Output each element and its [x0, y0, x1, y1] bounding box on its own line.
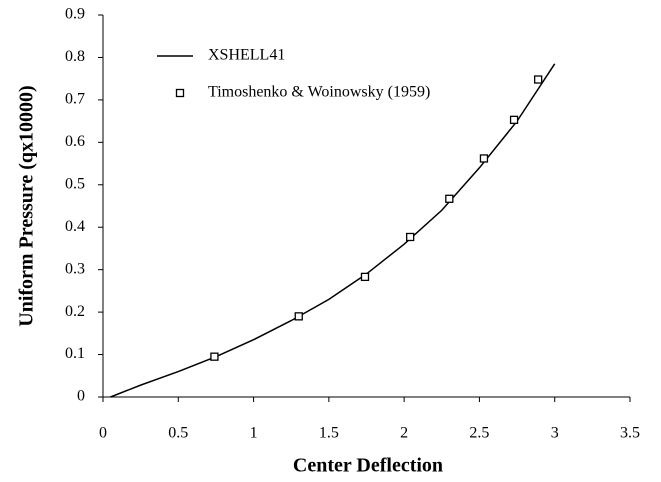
y-tick-label: 0.8	[65, 48, 85, 65]
marker	[445, 194, 454, 203]
marker	[509, 115, 519, 124]
x-tick-label: 0	[99, 425, 107, 442]
legend-label: XSHELL41	[208, 47, 285, 64]
x-tick-label: 2	[400, 425, 408, 442]
y-tick-label: 0.9	[65, 6, 85, 23]
x-tick-label: 2.5	[469, 425, 489, 442]
y-tick-label: 0	[77, 388, 85, 405]
legend-label: Timoshenko & Woinowsky (1959)	[208, 84, 430, 101]
x-axis-title: Center Deflection	[293, 455, 443, 477]
y-tick-label: 0.4	[65, 218, 85, 235]
marker	[479, 154, 489, 163]
y-axis-title: Uniform Pressure (qx10000)	[16, 85, 38, 326]
x-tick-label: 0.5	[168, 425, 188, 442]
marker	[406, 232, 415, 242]
y-tick-label: 0.5	[65, 175, 85, 192]
x-tick-label: 3	[551, 425, 559, 442]
y-tick-label: 0.2	[65, 303, 85, 320]
x-tick-label: 1	[250, 425, 258, 442]
marker	[534, 75, 543, 84]
y-tick-label: 0.7	[65, 91, 85, 108]
marker	[360, 272, 370, 282]
y-tick-label: 0.3	[65, 260, 85, 277]
x-tick-label: 1.5	[319, 425, 339, 442]
y-tick-label: 0.6	[65, 133, 85, 150]
marker	[294, 312, 303, 321]
marker	[210, 352, 219, 361]
legend-marker	[175, 88, 185, 98]
x-tick-label: 3.5	[620, 425, 640, 442]
series-line	[110, 63, 556, 398]
y-tick-label: 0.1	[65, 345, 85, 362]
